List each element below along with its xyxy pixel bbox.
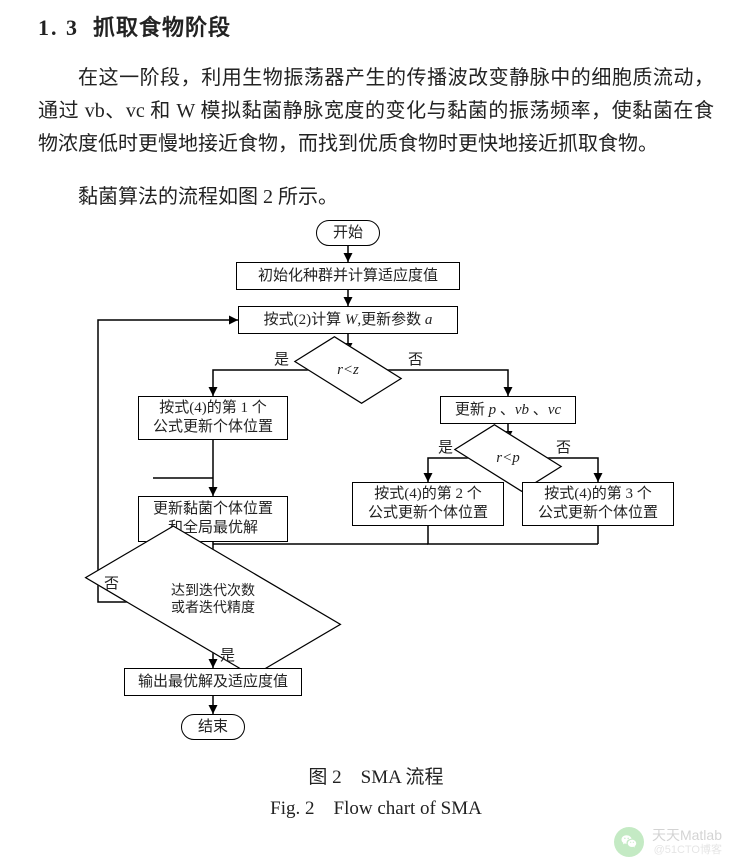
paragraph-1: 在这一阶段，利用生物振荡器产生的传播波改变静脉中的细胞质流动，通过 vb、vc … bbox=[38, 62, 714, 161]
node-right2b-label: 按式(4)的第 3 个公式更新个体位置 bbox=[538, 485, 658, 523]
node-init-label: 初始化种群并计算适应度值 bbox=[258, 267, 438, 286]
node-right2a-label: 按式(4)的第 2 个公式更新个体位置 bbox=[368, 485, 488, 523]
node-cond-label: 达到迭代次数或者迭代精度 bbox=[171, 584, 255, 618]
wechat-icon bbox=[614, 827, 644, 857]
node-d2: r<p bbox=[478, 440, 538, 476]
label-cond-no: 否 bbox=[104, 572, 119, 593]
node-calcw-label: 按式(2)计算 W,更新参数 a bbox=[264, 311, 433, 330]
node-d1-label: r<z bbox=[337, 362, 359, 379]
node-d2-label: r<p bbox=[496, 450, 519, 467]
watermark-line2: @51CTO博客 bbox=[652, 844, 722, 856]
label-d1-no: 否 bbox=[408, 348, 423, 369]
label-d2-yes: 是 bbox=[438, 436, 453, 457]
label-d1-yes: 是 bbox=[274, 348, 289, 369]
node-calcw: 按式(2)计算 W,更新参数 a bbox=[238, 306, 458, 334]
caption-zh: 图 2 SMA 流程 bbox=[38, 764, 714, 793]
node-left1-label: 按式(4)的第 1 个公式更新个体位置 bbox=[153, 399, 273, 437]
node-end: 结束 bbox=[181, 714, 245, 740]
caption-en: Fig. 2 Flow chart of SMA bbox=[38, 793, 714, 820]
node-right1-label: 更新 p 、vb 、vc bbox=[455, 401, 561, 420]
node-out-label: 输出最优解及适应度值 bbox=[138, 673, 288, 692]
watermark: 天天Matlab @51CTO博客 bbox=[614, 827, 722, 857]
node-d1: r<z bbox=[318, 352, 378, 388]
paragraph-2: 黏菌算法的流程如图 2 所示。 bbox=[38, 181, 714, 214]
node-init: 初始化种群并计算适应度值 bbox=[236, 262, 460, 290]
section-title: 抓取食物阶段 bbox=[93, 15, 231, 40]
node-end-label: 结束 bbox=[198, 718, 228, 737]
node-out: 输出最优解及适应度值 bbox=[124, 668, 302, 696]
section-number: 1. 3 bbox=[38, 15, 79, 40]
node-right2b: 按式(4)的第 3 个公式更新个体位置 bbox=[522, 482, 674, 526]
node-right1: 更新 p 、vb 、vc bbox=[440, 396, 576, 424]
node-right2a: 按式(4)的第 2 个公式更新个体位置 bbox=[352, 482, 504, 526]
watermark-line1: 天天Matlab bbox=[652, 828, 722, 843]
node-left1: 按式(4)的第 1 个公式更新个体位置 bbox=[138, 396, 288, 440]
node-start: 开始 bbox=[316, 220, 380, 246]
label-d2-no: 否 bbox=[556, 436, 571, 457]
node-cond: 达到迭代次数或者迭代精度 bbox=[143, 564, 283, 638]
section-heading: 1. 3 抓取食物阶段 bbox=[38, 10, 714, 42]
flowchart: 开始 初始化种群并计算适应度值 按式(2)计算 W,更新参数 a r<z 是 否… bbox=[38, 220, 718, 760]
label-cond-yes: 是 bbox=[220, 644, 235, 665]
node-start-label: 开始 bbox=[333, 224, 363, 243]
